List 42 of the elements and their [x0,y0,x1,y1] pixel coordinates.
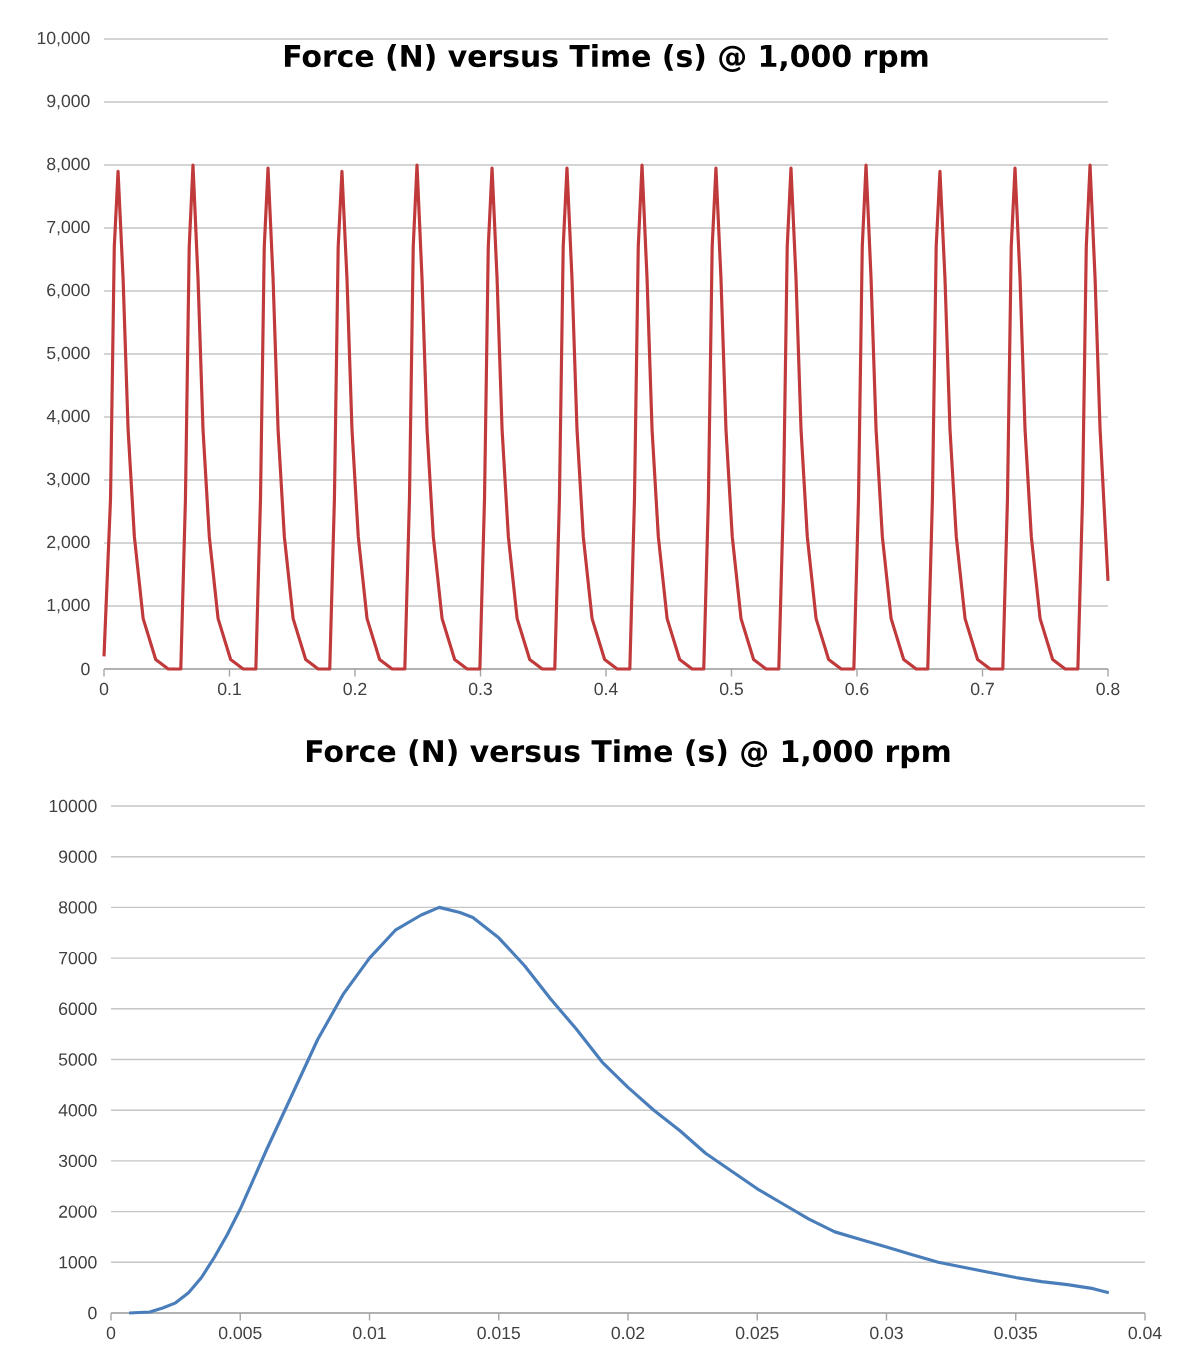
x-tick-label: 0.3 [468,682,492,696]
x-tick-label: 0.7 [970,682,994,696]
y-tick-label: 6,000 [47,283,90,299]
y-tick-label: 3,000 [46,472,90,488]
x-tick-label: 0.035 [994,1326,1037,1340]
y-tick-label: 1000 [59,1256,97,1269]
x-tick-label: 0.8 [1096,682,1120,696]
x-tick-label: 0.04 [1128,1326,1162,1340]
x-tick-label: 0.4 [594,682,618,696]
x-tick-label: 0 [99,682,109,696]
y-tick-label: 7,000 [47,220,90,236]
chart-title: Force (N) versus Time (s) @ 1,000 rpm [306,739,950,769]
y-tick-label: 1,000 [47,598,90,614]
x-tick-label: 0.5 [719,682,743,696]
x-tick-label: 0.01 [353,1326,386,1340]
y-tick-label: 5,000 [47,346,90,362]
x-tick-label: 0.015 [477,1326,520,1340]
x-tick-label: 0 [106,1326,116,1340]
x-tick-label: 0.1 [217,682,241,696]
chart-title: Force (N) versus Time (s) @ 1,000 rpm [284,44,928,73]
x-tick-label: 0.03 [870,1326,903,1340]
y-tick-label: 4000 [58,1103,97,1117]
x-tick-label: 0.02 [611,1326,645,1340]
y-tick-label: 8000 [58,901,97,914]
y-tick-label: 7000 [59,951,97,965]
y-tick-label: 10,000 [37,31,90,47]
y-tick-label: 5000 [58,1053,97,1066]
x-tick-label: 0.005 [218,1326,262,1340]
x-tick-label: 0.025 [735,1326,779,1340]
y-tick-label: 9000 [59,850,97,863]
y-tick-label: 10000 [49,799,97,813]
y-tick-label: 9,000 [47,94,90,110]
y-tick-label: 2000 [59,1205,97,1218]
y-tick-label: 2,000 [47,535,90,551]
y-tick-label: 3000 [58,1154,97,1168]
x-tick-label: 0.2 [343,682,367,696]
y-tick-label: 0 [81,662,90,676]
y-tick-label: 8,000 [47,157,90,173]
y-tick-label: 4,000 [46,409,90,425]
y-tick-label: 6000 [59,1002,97,1016]
y-tick-label: 0 [88,1306,97,1320]
x-tick-label: 0.6 [845,682,869,696]
